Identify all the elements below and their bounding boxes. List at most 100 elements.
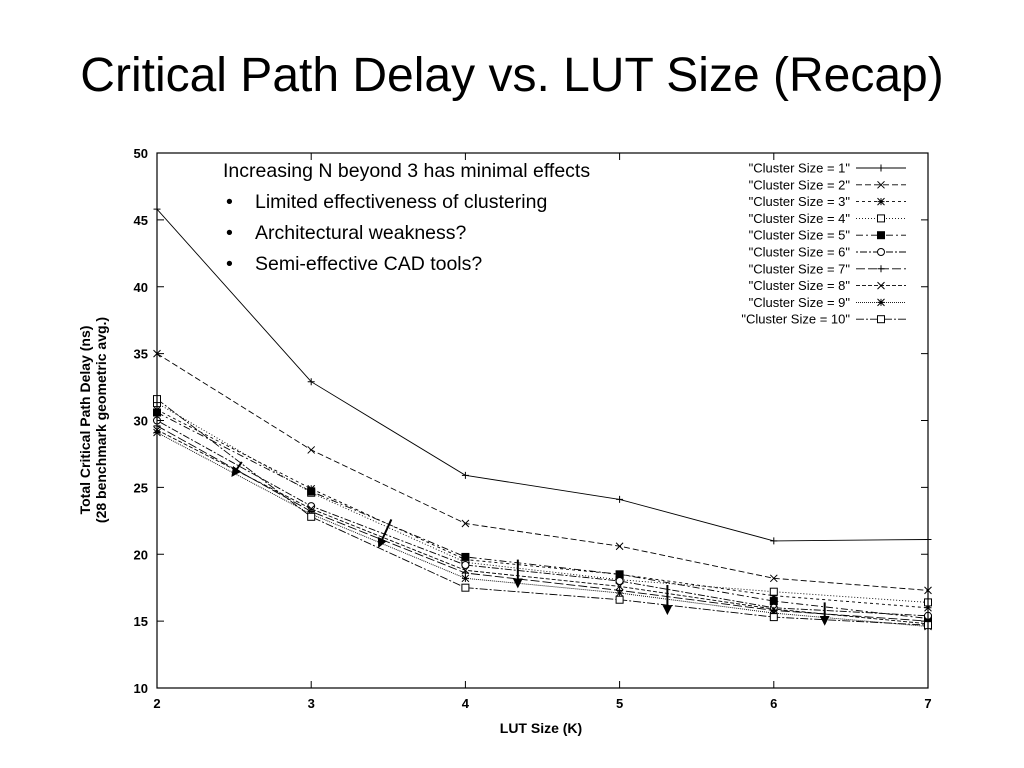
series-10-point-3 [615,595,624,604]
series-5-point-3 [615,570,624,579]
series-9-point-2 [461,574,470,583]
series-4 [153,399,932,607]
legend-entry-6: "Cluster Size = 6" [749,245,906,260]
series-4-point-4 [769,587,778,596]
series-10 [153,395,932,630]
y-tick-label-0: 10 [134,681,148,696]
y-tick-label-6: 40 [134,280,148,295]
legend-label-4: "Cluster Size = 4" [749,211,851,226]
trend-arrow-1 [231,461,243,477]
series-4-line [156,402,929,603]
legend-label-10: "Cluster Size = 10" [741,312,850,327]
x-tick-label-3: 5 [616,696,623,711]
y-axis-label-line2: (28 benchmark geometric avg.) [93,317,109,523]
y-tick-label-2: 20 [134,547,148,562]
legend-label-6: "Cluster Size = 6" [749,245,851,260]
series-layer [153,205,932,631]
series-5-point-1 [307,487,316,496]
annotation-bullet-3: Semi-effective CAD tools? [255,253,482,275]
legend-marker-5 [877,231,885,240]
x-tick-label-1: 3 [308,696,315,711]
legend-label-5: "Cluster Size = 5" [749,228,851,243]
series-3-line [156,409,929,609]
x-axis-label: LUT Size (K) [500,720,582,736]
series-1-line [156,208,929,542]
annotation-bullet-2: Architectural weakness? [255,222,467,244]
series-2-point-1 [307,446,316,454]
series-5-point-2 [461,552,470,561]
annotation-bullet-1: Limited effectiveness of clustering [255,191,547,213]
slide-title: Critical Path Delay vs. LUT Size (Recap) [80,49,944,102]
x-tick-label-0: 2 [153,696,160,711]
series-9-point-4 [769,609,778,617]
legend-entry-7: "Cluster Size = 7" [749,261,906,276]
series-2-point-4 [769,574,778,583]
series-7 [153,422,932,625]
series-1-point-3 [616,495,624,503]
x-tick-label-2: 4 [462,696,470,711]
legend-entry-4: "Cluster Size = 4" [749,211,906,226]
series-9-line [156,432,929,627]
series-8-point-2 [461,566,470,575]
series-1-point-4 [770,537,778,545]
y-tick-label-4: 30 [134,414,148,429]
legend-label-9: "Cluster Size = 9" [749,295,851,310]
annotation-box: Increasing N beyond 3 has minimal effect… [223,160,590,275]
series-2-point-2 [461,519,470,528]
series-6-point-2 [461,560,470,569]
series-8 [153,426,932,628]
legend-entry-10: "Cluster Size = 10" [741,312,906,327]
annotation-heading: Increasing N beyond 3 has minimal effect… [223,160,590,182]
series-5-point-4 [769,597,778,606]
legend-marker-10 [877,315,885,324]
legend-marker-3 [877,197,885,206]
series-6 [153,416,932,620]
legend-marker-9 [877,298,885,307]
annotation-bullet-3-symbol: • [226,253,233,275]
legend-marker-8 [877,281,885,290]
legend-entry-8: "Cluster Size = 8" [749,278,906,293]
y-tick-label-3: 25 [134,480,148,495]
legend-label-7: "Cluster Size = 7" [749,261,851,276]
series-8-point-3 [615,582,624,591]
series-5 [153,408,932,623]
legend-marker-4 [877,214,885,223]
series-3-point-4 [769,591,778,600]
legend-label-8: "Cluster Size = 8" [749,278,851,293]
series-10-point-2 [461,583,470,592]
legend-entry-5: "Cluster Size = 5" [749,228,906,243]
series-10-point-4 [769,613,778,622]
legend-entry-9: "Cluster Size = 9" [749,295,906,310]
legend-label-1: "Cluster Size = 1" [749,161,851,176]
legend-label-3: "Cluster Size = 3" [749,194,851,209]
series-2 [153,349,932,595]
annotation-bullet-1-symbol: • [226,191,233,213]
series-10-point-1 [307,512,316,521]
y-tick-label-1: 15 [134,614,148,629]
series-7-line [156,425,929,622]
y-axis-label-line1: Total Critical Path Delay (ns) [77,326,93,515]
legend-entry-3: "Cluster Size = 3" [749,194,906,209]
series-9 [153,428,932,631]
series-5-line [156,412,929,619]
series-6-line [156,420,929,617]
x-tick-label-4: 6 [770,696,777,711]
series-6-point-3 [615,577,624,585]
y-tick-label-5: 35 [134,347,148,362]
series-8-line [156,429,929,625]
y-tick-label-8: 50 [134,146,148,161]
legend-marker-1 [877,164,885,172]
legend-entry-2: "Cluster Size = 2" [749,177,906,192]
series-1-point-2 [461,471,469,479]
legend-label-2: "Cluster Size = 2" [749,177,851,192]
series-1-point-1 [307,378,315,386]
legend-entry-1: "Cluster Size = 1" [749,161,906,176]
arrow-layer [231,461,830,626]
annotation-bullet-2-symbol: • [226,222,233,244]
series-9-point-3 [615,589,624,597]
y-tick-label-7: 45 [134,213,148,228]
legend-marker-2 [877,180,885,189]
series-3 [153,405,932,612]
